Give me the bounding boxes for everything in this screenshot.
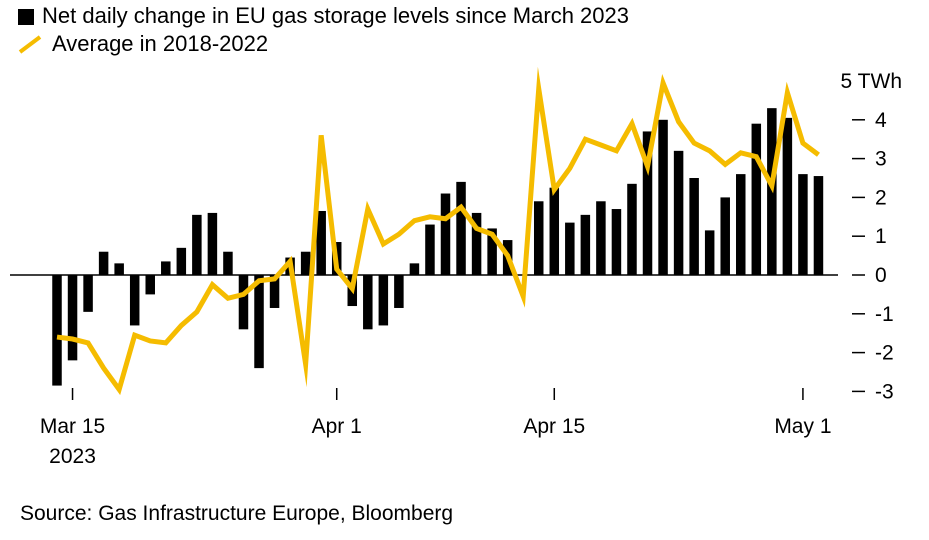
bar (611, 209, 622, 275)
y-tick-label: -1 (875, 303, 894, 326)
bar (192, 214, 202, 275)
x-tick-label: Mar 15 (40, 415, 105, 438)
bar (363, 275, 373, 330)
bar (114, 263, 124, 275)
bar (145, 275, 155, 295)
bar (689, 178, 699, 275)
bar (751, 123, 762, 276)
legend-item-line: Average in 2018-2022 (18, 30, 629, 58)
average-line (56, 66, 820, 396)
bar (440, 193, 451, 275)
bar (549, 187, 560, 275)
y-tick-label: 0 (875, 264, 887, 287)
legend-bar-swatch (18, 9, 34, 25)
y-tick-label: -3 (875, 380, 894, 403)
bar (798, 174, 808, 275)
bar (83, 275, 93, 312)
legend-line-label: Average in 2018-2022 (52, 31, 269, 56)
bar (673, 150, 684, 275)
bar (269, 275, 280, 308)
y-tick-label: 1 (875, 225, 887, 248)
x-tick-label: Apr 15 (523, 415, 585, 438)
bar (52, 275, 62, 386)
bar (720, 197, 730, 275)
bar (409, 263, 420, 275)
bar (378, 275, 389, 326)
bar (300, 251, 311, 275)
bar (161, 261, 171, 275)
y-tick-label: 2 (875, 186, 887, 209)
bar (642, 131, 653, 275)
source-note: Source: Gas Infrastructure Europe, Bloom… (20, 502, 454, 525)
x-tick-label: Apr 1 (312, 415, 362, 438)
bar (704, 230, 715, 275)
bar (533, 201, 544, 275)
x-tick-label: May 1 (774, 415, 831, 438)
bar (813, 176, 824, 275)
legend: Net daily change in EU gas storage level… (18, 2, 629, 58)
bar (67, 275, 78, 361)
bar (565, 222, 575, 275)
bar (456, 181, 466, 275)
bar (223, 251, 233, 275)
bar (658, 119, 668, 275)
bar (129, 275, 140, 326)
bar (471, 212, 482, 275)
legend-item-bars: Net daily change in EU gas storage level… (18, 2, 629, 30)
y-tick-label: 4 (875, 109, 887, 132)
y-unit-label: 5 TWh (841, 70, 902, 93)
bar (254, 275, 264, 369)
bar (487, 228, 497, 275)
x-tick-sublabel: 2023 (49, 445, 96, 468)
bar (580, 214, 591, 275)
y-tick-label: 3 (875, 148, 887, 171)
bar (425, 224, 435, 275)
legend-bars-label: Net daily change in EU gas storage level… (42, 3, 629, 28)
bar (176, 247, 187, 275)
bar (767, 108, 777, 275)
bar (627, 183, 637, 275)
bar (238, 275, 249, 330)
y-tick-label: -2 (875, 342, 894, 365)
bar (394, 275, 404, 308)
bar (596, 201, 606, 275)
bar (316, 210, 326, 275)
bar (98, 251, 109, 275)
bar (736, 174, 746, 275)
bar (782, 117, 793, 275)
bar (207, 212, 218, 275)
legend-line-swatch (18, 35, 42, 54)
